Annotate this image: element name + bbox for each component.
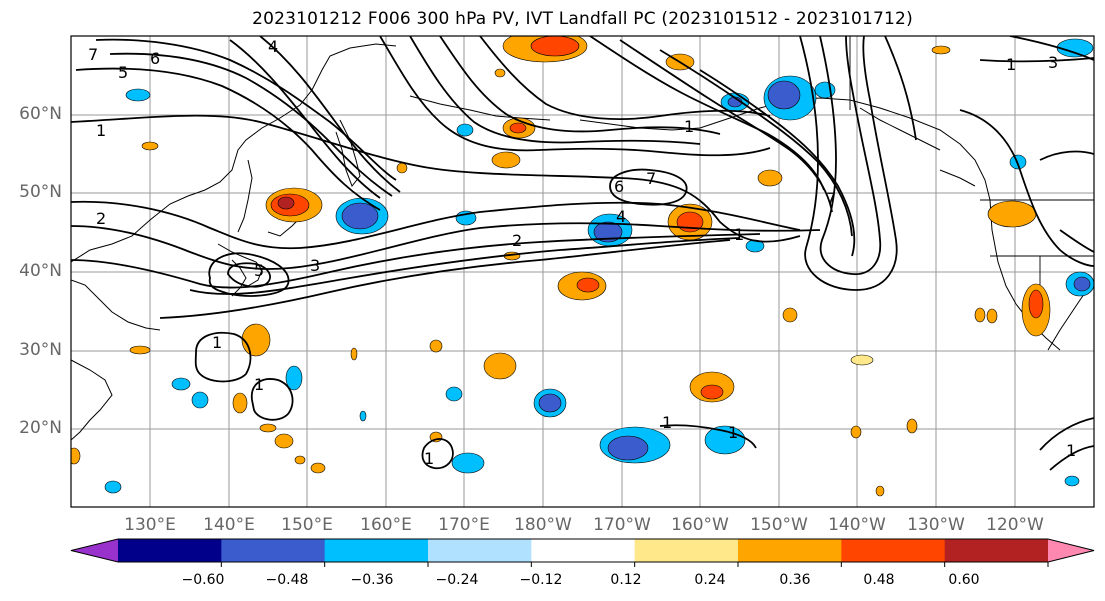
lat-label: 50°N	[19, 182, 62, 202]
lon-label: 120°W	[986, 515, 1044, 535]
colorbar-segment	[221, 539, 326, 562]
colorbar-tick-label: 0.36	[779, 572, 811, 588]
colorbar-segment	[71, 539, 118, 562]
contour-label: 1	[96, 121, 106, 140]
contour-label: 1	[728, 423, 738, 442]
contour-label: 3	[310, 256, 320, 275]
contour-label: 6	[150, 49, 160, 68]
colorbar-tick-label: −0.12	[519, 572, 563, 588]
contour-label: 1	[254, 375, 264, 394]
lon-label: 140°E	[203, 515, 255, 535]
colorbar-tick-label: −0.60	[181, 572, 225, 588]
contour-label: 1	[424, 449, 434, 468]
contour-label: 5	[254, 261, 264, 280]
colorbar-segment	[531, 539, 636, 562]
colorbar-segment	[118, 539, 222, 562]
lon-label: 170°E	[438, 515, 490, 535]
lat-label: 20°N	[19, 418, 62, 438]
colorbar-tick-label: −0.48	[265, 572, 309, 588]
contour-label: 7	[88, 45, 98, 64]
lat-label: 30°N	[19, 340, 62, 360]
contour-label: 2	[512, 231, 522, 250]
contour-label: 4	[268, 37, 278, 56]
colorbar-tick-label: −0.36	[350, 572, 394, 588]
colorbar-segment	[1048, 539, 1094, 562]
lat-label: 40°N	[19, 261, 62, 281]
contour-label: 1	[1006, 55, 1016, 74]
contour-label: 6	[614, 177, 624, 196]
contour-label: 1	[1066, 441, 1076, 460]
ivt-contours	[71, 36, 1094, 471]
colorbar-segment	[944, 539, 1049, 562]
contour-label: 7	[826, 189, 836, 208]
contour-labels: 7 6 5 4 1 2 5 3 1 1 6 7 4 2 1 7 1 1 1 1 …	[88, 37, 1076, 468]
pv-positive-anomalies	[71, 36, 1051, 497]
contour-label: 1	[734, 225, 744, 244]
colorbar-outline	[70, 538, 1095, 563]
lon-label: 130°W	[907, 515, 965, 535]
contour-label: 2	[96, 209, 106, 228]
contour-label: 3	[1048, 53, 1058, 72]
contour-label: 1	[212, 333, 222, 352]
colorbar-tick-label: 0.12	[610, 572, 642, 588]
lon-label: 150°W	[750, 515, 808, 535]
colorbar-segment	[324, 539, 429, 562]
lon-label: 170°W	[593, 515, 651, 535]
colorbar-tick-label: 0.24	[694, 572, 726, 588]
lon-label: 140°W	[828, 515, 886, 535]
colorbar-segment	[841, 539, 946, 562]
lon-label: 160°E	[360, 515, 412, 535]
contour-label: 7	[646, 169, 656, 188]
colorbar-segment	[634, 539, 739, 562]
map-frame	[70, 35, 1095, 508]
map-title: 2023101212 F006 300 hPa PV, IVT Landfall…	[252, 9, 913, 29]
lon-label: 160°W	[671, 515, 729, 535]
colorbar-tick-label: −0.24	[435, 572, 479, 588]
colorbar-segment	[428, 539, 532, 562]
colorbar	[70, 538, 1095, 567]
lon-label: 130°E	[124, 515, 176, 535]
lon-label: 150°E	[281, 515, 333, 535]
contour-label: 4	[616, 207, 626, 226]
lon-label: 180°W	[514, 515, 572, 535]
lat-label: 60°N	[19, 104, 62, 124]
contour-label: 1	[662, 413, 672, 432]
colorbar-tick-label: 0.48	[863, 572, 895, 588]
colorbar-tick-label: 0.60	[948, 572, 980, 588]
contour-label: 1	[684, 117, 694, 136]
map-panel: 7 6 5 4 1 2 5 3 1 1 6 7 4 2 1 7 1 1 1 1 …	[71, 36, 1094, 507]
contour-label: 5	[118, 63, 128, 82]
colorbar-segment	[738, 539, 842, 562]
